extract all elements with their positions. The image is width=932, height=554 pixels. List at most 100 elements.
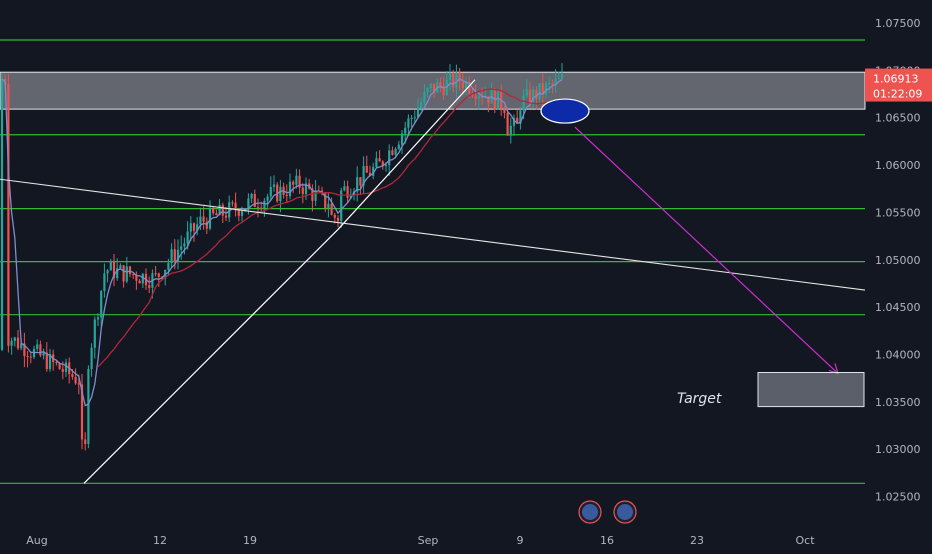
candle-body-109: [349, 195, 352, 198]
candle-body-126: [404, 127, 407, 134]
candle-body-115: [368, 172, 372, 176]
candle-body-116: [372, 167, 375, 176]
candle-body-94: [301, 187, 304, 194]
candle-body-42: [135, 274, 138, 281]
moving-averages: [1, 78, 563, 407]
countdown-label: 01:22:09: [873, 88, 922, 101]
candle-body-64: [205, 221, 208, 229]
candle-body-27: [87, 369, 90, 445]
candle-body-52: [167, 263, 170, 270]
candle-body-33: [106, 270, 109, 274]
candle-body-164: [525, 89, 528, 96]
candle-body-118: [378, 158, 381, 162]
projection-arrow-line: [574, 126, 839, 374]
descending-trendline: [0, 178, 866, 291]
candle-body-67: [215, 213, 218, 216]
candle-body-159: [509, 125, 512, 136]
candle-body-39: [125, 266, 128, 282]
candle-body-175: [560, 74, 564, 79]
candle-body-63: [202, 216, 205, 222]
fast-moving-average: [1, 78, 563, 407]
candle-body-163: [522, 95, 525, 111]
candle-body-71: [228, 202, 231, 218]
candle-body-13: [42, 352, 45, 356]
candle-body-49: [157, 273, 160, 277]
candle-body-77: [247, 198, 250, 209]
candle-body-102: [327, 203, 330, 209]
candle-body-85: [272, 184, 276, 187]
candle-body-55: [176, 249, 180, 262]
candle-body-131: [420, 102, 423, 109]
candle-body-106: [340, 190, 343, 222]
candle-body-127: [407, 118, 410, 128]
candle-body-172: [551, 83, 554, 85]
candle-body-161: [516, 117, 519, 124]
y-tick-label-2: 1.06500: [875, 112, 921, 125]
candle-body-155: [496, 90, 500, 110]
candle-body-93: [298, 175, 301, 188]
candle-body-22: [71, 374, 74, 377]
candle-body-31: [100, 291, 103, 318]
candle-body-148: [474, 95, 477, 99]
y-tick-label-4: 1.05500: [875, 206, 921, 219]
candle-body-91: [292, 181, 295, 185]
candle-body-56: [180, 246, 183, 250]
candle-body-108: [346, 186, 349, 198]
current-price-label: 1.06913: [873, 73, 919, 86]
candle-body-160: [512, 117, 516, 126]
candle-body-117: [375, 158, 378, 168]
x-tick-label-1: 12: [153, 534, 167, 547]
candle-body-7: [23, 343, 26, 357]
y-axis: 1.075001.070001.065001.060001.055001.050…: [865, 17, 932, 504]
candle-body-20: [64, 362, 68, 372]
candle-body-132: [423, 91, 426, 103]
event-flag-icon-0: [582, 504, 598, 520]
candle-body-129: [413, 117, 416, 119]
candle-body-167: [535, 89, 538, 100]
retest-ellipse: [540, 98, 590, 124]
candle-body-89: [285, 194, 288, 197]
candle-body-9: [29, 356, 32, 358]
candle-body-43: [138, 280, 141, 284]
candle-body-97: [311, 188, 314, 201]
candle-body-40: [128, 266, 132, 275]
candle-body-92: [295, 175, 298, 185]
candle-body-173: [554, 78, 557, 85]
candle-body-122: [391, 150, 394, 155]
candle-body-23: [74, 376, 77, 384]
candle-body-157: [503, 108, 506, 113]
x-tick-label-7: Oct: [795, 534, 815, 547]
candle-body-14: [45, 352, 48, 370]
candle-body-57: [183, 243, 186, 247]
candle-body-134: [429, 83, 432, 89]
candle-body-80: [256, 206, 260, 208]
target-zone: [757, 371, 865, 408]
candle-body-54: [173, 249, 176, 262]
candle-body-8: [26, 356, 29, 358]
candle-body-104: [333, 214, 336, 218]
ascending-trendline-lower: [83, 229, 339, 484]
projection-arrow-head: [828, 363, 839, 375]
x-tick-label-6: 23: [690, 534, 704, 547]
candle-body-152: [487, 96, 490, 104]
y-tick-label-8: 1.03500: [875, 396, 921, 409]
candle-body-170: [544, 83, 548, 95]
y-tick-label-3: 1.06000: [875, 159, 921, 172]
candle-body-135: [432, 83, 436, 93]
candle-body-142: [455, 72, 458, 88]
candle-body-105: [336, 217, 340, 222]
candle-body-37: [119, 265, 122, 269]
candle-body-114: [365, 166, 368, 173]
candle-body-137: [439, 82, 442, 87]
candle-body-11: [36, 344, 39, 349]
y-tick-label-0: 1.07500: [875, 17, 921, 30]
candle-body-144: [461, 81, 464, 89]
candle-body-44: [141, 273, 144, 284]
candle-body-15: [48, 354, 52, 370]
candle-body-145: [464, 81, 468, 89]
candle-body-62: [199, 216, 202, 225]
current-price-badge: [865, 68, 932, 102]
candle-body-113: [362, 166, 365, 186]
